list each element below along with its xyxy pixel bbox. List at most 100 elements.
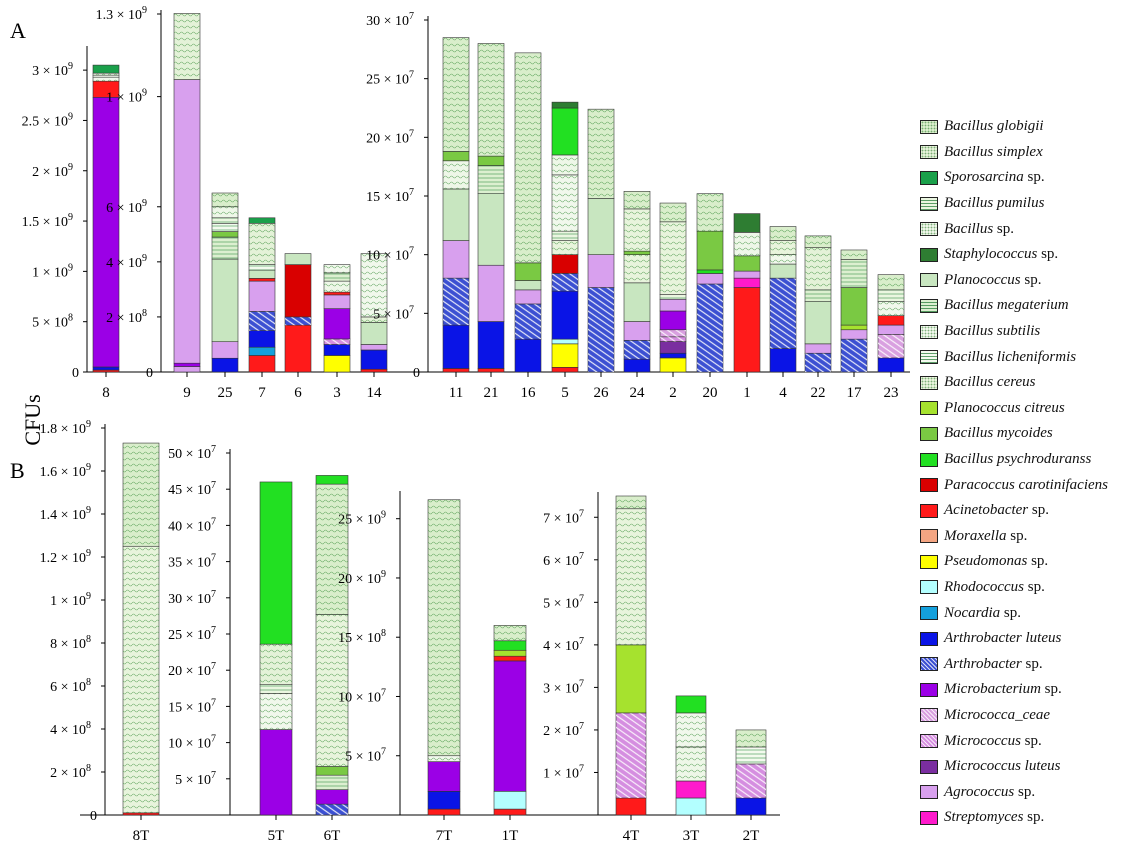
bar-segment-texture	[624, 191, 650, 209]
bar-segment	[360, 344, 388, 351]
y-tick-label: 2 × 109	[32, 162, 73, 180]
bar-segment-texture	[878, 301, 904, 316]
y-tick-label: 25 × 107	[366, 70, 414, 88]
y-tick-label: 0	[413, 366, 420, 381]
bar-segment	[442, 240, 470, 279]
bar-segment	[804, 343, 832, 354]
bar-segment	[493, 640, 527, 651]
bar-segment	[427, 790, 461, 810]
legend-swatch	[920, 708, 938, 723]
legend-swatch	[920, 682, 938, 697]
bar-segment-texture	[552, 273, 578, 292]
legend-item: Staphylococcus sp.	[920, 242, 1128, 268]
legend-item: Pseudomonas sp.	[920, 549, 1128, 575]
bar-segment	[173, 366, 201, 373]
y-tick-label: 0	[72, 366, 79, 381]
bar-segment-texture	[212, 206, 238, 218]
y-tick-label: 15 × 108	[338, 628, 386, 646]
bar-segment	[360, 368, 388, 373]
legend-item: Planococcus sp.	[920, 268, 1128, 294]
y-tick-label: 1 × 109	[106, 88, 147, 106]
bar-segment-texture	[841, 259, 867, 288]
bar-segment	[696, 273, 724, 285]
legend-label: Micrococcus luteus	[944, 758, 1061, 775]
bar-segment-texture	[660, 294, 686, 300]
bar-segment-texture	[878, 274, 904, 290]
legend-label: Agrococcus sp.	[944, 783, 1036, 800]
bar-segment	[551, 107, 579, 156]
y-tick-label: 10 × 107	[366, 246, 414, 264]
y-tick-label: 6 × 107	[543, 551, 584, 569]
legend-item: Bacillus sp.	[920, 216, 1128, 242]
bar-segment-texture	[616, 508, 646, 645]
y-tick-label: 1.2 × 109	[40, 548, 91, 566]
legend-swatch	[920, 196, 938, 211]
bar-segment-texture	[805, 353, 831, 372]
bar-segment	[122, 812, 160, 816]
legend-item: Bacillus licheniformis	[920, 344, 1128, 370]
x-tick-label: 14	[367, 385, 383, 401]
bar-segment	[211, 357, 239, 373]
bar-segment	[315, 789, 349, 805]
bar-sample-11	[442, 37, 470, 373]
legend-item: Bacillus mycoides	[920, 421, 1128, 447]
legend-swatch	[920, 810, 938, 825]
legend-item: Moraxella sp.	[920, 524, 1128, 550]
bar-segment	[733, 270, 761, 279]
bar-segment	[248, 280, 276, 312]
legend: Bacillus globigii Bacillus simplex Sporosa…	[920, 114, 1128, 831]
bar-sample-24	[623, 191, 651, 373]
legend-label: Bacillus megaterium	[944, 297, 1069, 314]
bar-segment	[493, 790, 527, 810]
x-tick-label: 20	[703, 385, 718, 401]
legend-item: Bacillus globigii	[920, 114, 1128, 140]
y-tick-label: 2 × 107	[543, 721, 584, 739]
bar-segment-texture	[361, 253, 387, 317]
legend-label: Bacillus cereus	[944, 374, 1036, 391]
y-tick-label: 1 × 109	[32, 262, 73, 280]
bar-segment	[248, 278, 276, 282]
bar-segment-texture	[260, 684, 292, 694]
legend-label: Bacillus psychroduranss	[944, 451, 1092, 468]
bar-segment	[623, 321, 651, 341]
legend-swatch	[920, 170, 938, 185]
bar-segment	[360, 349, 388, 370]
bar-segment	[877, 324, 905, 335]
y-tick-label: 6 × 109	[106, 198, 147, 216]
bar-segment	[551, 367, 579, 373]
bar-segment	[211, 231, 239, 238]
legend-swatch	[920, 273, 938, 288]
panel-label-b: B	[10, 458, 25, 483]
bar-segment	[659, 357, 687, 373]
bar-segment-texture	[552, 154, 578, 175]
bar-segment	[259, 481, 293, 645]
y-tick-label: 1.6 × 109	[40, 462, 91, 480]
bar-segment	[659, 341, 687, 354]
bar-segment	[675, 780, 707, 799]
bar-sample-23	[877, 274, 905, 373]
bar-segment	[442, 151, 470, 162]
y-tick-label: 5 × 107	[543, 593, 584, 611]
x-tick-label: 8T	[133, 828, 150, 844]
bar-sample-9	[173, 13, 201, 373]
legend-label: Acinetobacter sp.	[944, 502, 1049, 519]
legend-item: Bacillus subtilis	[920, 319, 1128, 345]
bar-segment-texture	[316, 614, 348, 767]
bar-segment	[514, 262, 542, 281]
bar-segment	[769, 348, 797, 373]
x-tick-label: 2T	[743, 828, 760, 844]
legend-swatch	[920, 375, 938, 390]
bar-segment	[659, 352, 687, 359]
bar-segment-texture	[249, 264, 275, 271]
bar-segment	[493, 655, 527, 662]
y-tick-label: 20 × 109	[338, 569, 386, 587]
legend-label: Bacillus sp.	[944, 220, 1015, 237]
legend-item: Sporosarcina sp.	[920, 165, 1128, 191]
bar-segment-texture	[249, 223, 275, 265]
bar-segment	[587, 254, 615, 288]
y-tick-label: 1.3 × 109	[96, 5, 147, 23]
legend-label: Bacillus licheniformis	[944, 348, 1077, 365]
bar-segment-texture	[443, 160, 469, 189]
legend-swatch	[920, 554, 938, 569]
bar-segment-texture	[494, 625, 526, 641]
